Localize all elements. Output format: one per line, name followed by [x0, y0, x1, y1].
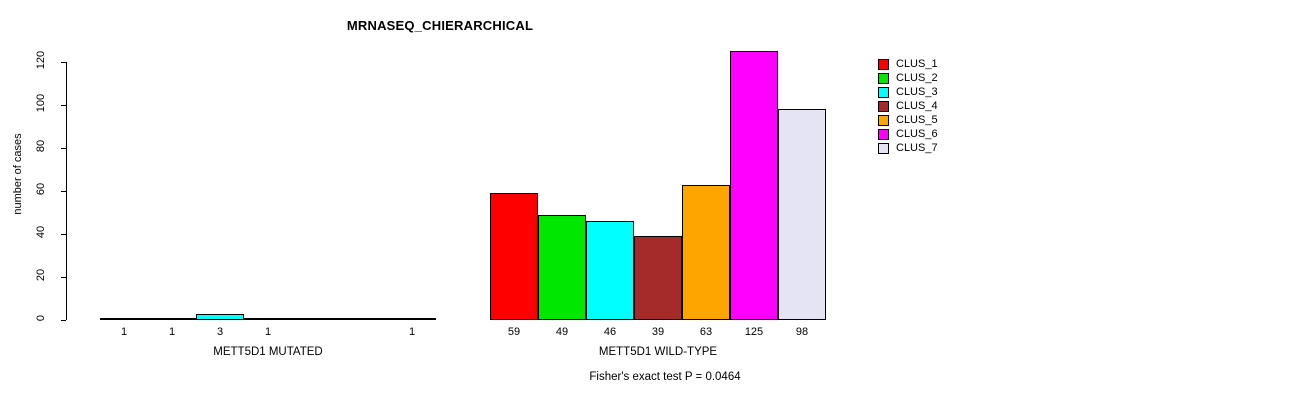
y-axis-tick-mark — [61, 105, 66, 106]
legend-swatch-icon — [878, 86, 889, 98]
y-axis-tick-label: 60 — [35, 182, 47, 196]
y-axis-tick-label: 40 — [35, 225, 47, 239]
legend-item-label: CLUS_1 — [896, 57, 938, 70]
fisher-test-annotation: Fisher's exact test P = 0.0464 — [589, 371, 741, 383]
legend-item-clus_3[interactable]: CLUS_3 — [878, 85, 1008, 99]
panel-label-wildtype: METT5D1 WILD-TYPE — [598, 346, 718, 358]
y-axis-tick-label: 120 — [35, 50, 47, 70]
legend-item-label: CLUS_2 — [896, 71, 938, 84]
bar-value-label: 1 — [264, 326, 272, 338]
legend-item-clus_5[interactable]: CLUS_5 — [878, 113, 1008, 127]
y-axis-tick-label: 0 — [35, 314, 47, 322]
bar-value-label: 39 — [651, 326, 665, 338]
y-axis-tick-mark — [61, 320, 66, 321]
y-axis-title: number of cases — [12, 133, 24, 215]
panel-label-mutated: METT5D1 MUTATED — [213, 346, 323, 358]
legend-item-label: CLUS_4 — [896, 99, 938, 112]
y-axis-tick-mark — [61, 62, 66, 63]
legend-swatch-icon — [878, 72, 889, 84]
y-axis-tick-label: 100 — [35, 93, 47, 113]
legend: CLUS_1 CLUS_2 CLUS_3 CLUS_4 CLUS_5 CLUS_6 CLUS… — [878, 57, 1008, 155]
y-axis-tick-mark — [61, 148, 66, 149]
bar-value-label: 1 — [168, 326, 176, 338]
legend-item-clus_1[interactable]: CLUS_1 — [878, 57, 1008, 71]
y-axis-tick-label: 80 — [35, 139, 47, 153]
bar-mutated-clus_4 — [244, 317, 292, 320]
bar-wildtype-clus_4 — [634, 236, 682, 320]
legend-item-label: CLUS_7 — [896, 141, 938, 154]
bar-wildtype-clus_6 — [730, 51, 778, 320]
bar-wildtype-clus_2 — [538, 214, 586, 320]
y-axis-tick-mark — [61, 234, 66, 235]
legend-swatch-icon — [878, 114, 889, 126]
legend-item-clus_2[interactable]: CLUS_2 — [878, 71, 1008, 85]
bar-value-label: 49 — [555, 326, 569, 338]
bar-mutated-clus_3 — [196, 313, 244, 320]
legend-swatch-icon — [878, 128, 889, 140]
legend-swatch-icon — [878, 142, 889, 154]
bar-wildtype-clus_7 — [778, 109, 826, 320]
y-axis-tick-label: 20 — [35, 268, 47, 282]
chart-title: MRNASEQ_CHIERARCHICAL — [346, 18, 534, 33]
panel-wildtype: 59 49 46 39 63 125 98 METT5D1 WILD-TYPE — [490, 51, 826, 358]
bar-mutated-clus_5 — [292, 318, 340, 320]
bar-value-label: 1 — [120, 326, 128, 338]
bar-value-label: 46 — [603, 326, 617, 338]
legend-item-clus_7[interactable]: CLUS_7 — [878, 141, 1008, 155]
bar-mutated-clus_7 — [388, 317, 436, 320]
bar-value-label: 59 — [507, 326, 521, 338]
bar-wildtype-clus_5 — [682, 184, 730, 320]
bar-value-label: 98 — [795, 326, 809, 338]
bar-mutated-clus_6 — [340, 318, 388, 320]
legend-item-label: CLUS_5 — [896, 113, 938, 126]
bar-mutated-clus_2 — [148, 317, 196, 320]
bar-value-label: 3 — [216, 326, 224, 338]
bar-value-label: 1 — [408, 326, 416, 338]
y-axis-tick-mark — [61, 191, 66, 192]
y-axis-tick-mark — [61, 277, 66, 278]
legend-item-clus_6[interactable]: CLUS_6 — [878, 127, 1008, 141]
bar-wildtype-clus_1 — [490, 193, 538, 320]
legend-item-clus_4[interactable]: CLUS_4 — [878, 99, 1008, 113]
legend-swatch-icon — [878, 58, 889, 70]
legend-item-label: CLUS_3 — [896, 85, 938, 98]
bar-mutated-clus_1 — [100, 317, 148, 320]
panel-mutated: 1 1 3 1 1 METT5D1 MUTATED — [100, 62, 436, 358]
bar-value-label: 125 — [744, 326, 764, 338]
legend-swatch-icon — [878, 100, 889, 112]
legend-item-label: CLUS_6 — [896, 127, 938, 140]
bar-wildtype-clus_3 — [586, 221, 634, 320]
y-axis-line — [66, 62, 67, 320]
bar-value-label: 63 — [699, 326, 713, 338]
